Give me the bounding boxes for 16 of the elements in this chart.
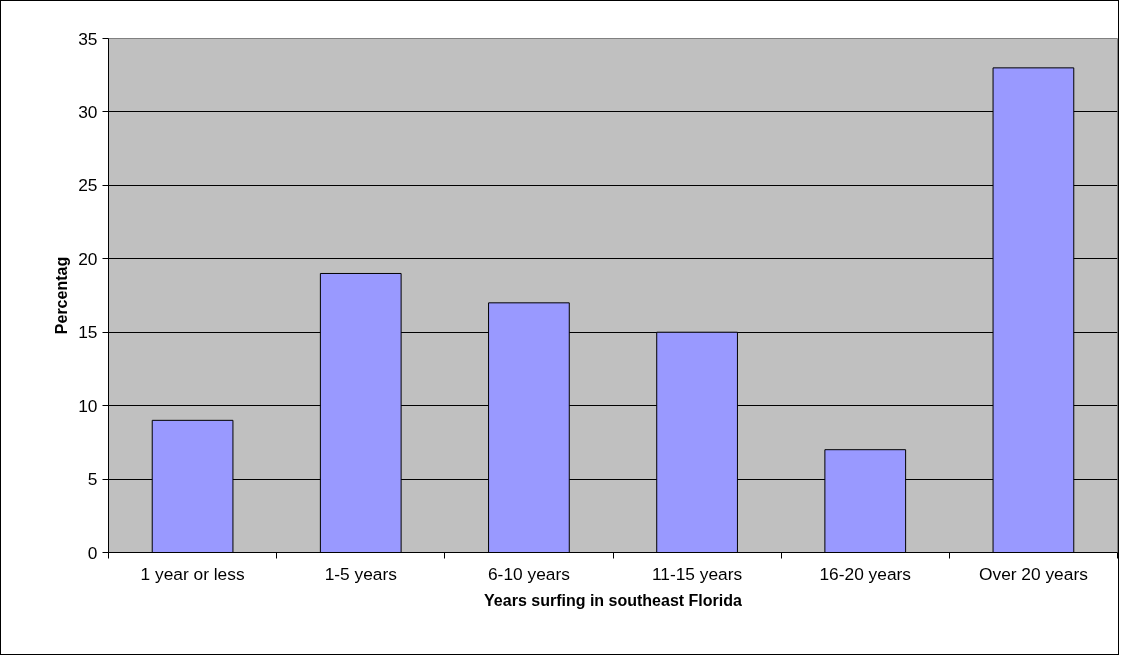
x-tick-label: 1-5 years (324, 563, 398, 584)
x-tick-label: 6-10 years (487, 563, 571, 584)
y-tick-label: 30 (78, 101, 98, 122)
y-tick-label: 35 (78, 28, 98, 49)
y-tick-label: 25 (78, 175, 98, 196)
x-axis-title: Years surfing in southeast Florida (484, 591, 743, 609)
y-tick-label: 10 (78, 395, 98, 416)
x-tick-label: 16-20 years (819, 563, 912, 584)
y-axis-title: Percentag (53, 256, 71, 335)
x-tick-label: 1 year or less (140, 563, 245, 584)
y-tick-label: 5 (87, 469, 98, 490)
x-tick-label: Over 20 years (979, 563, 1089, 584)
y-tick-label: 20 (78, 248, 98, 269)
y-tick-label: 0 (87, 542, 98, 563)
x-tick-label: 11-15 years (651, 563, 743, 584)
y-tick-label: 15 (78, 322, 98, 343)
